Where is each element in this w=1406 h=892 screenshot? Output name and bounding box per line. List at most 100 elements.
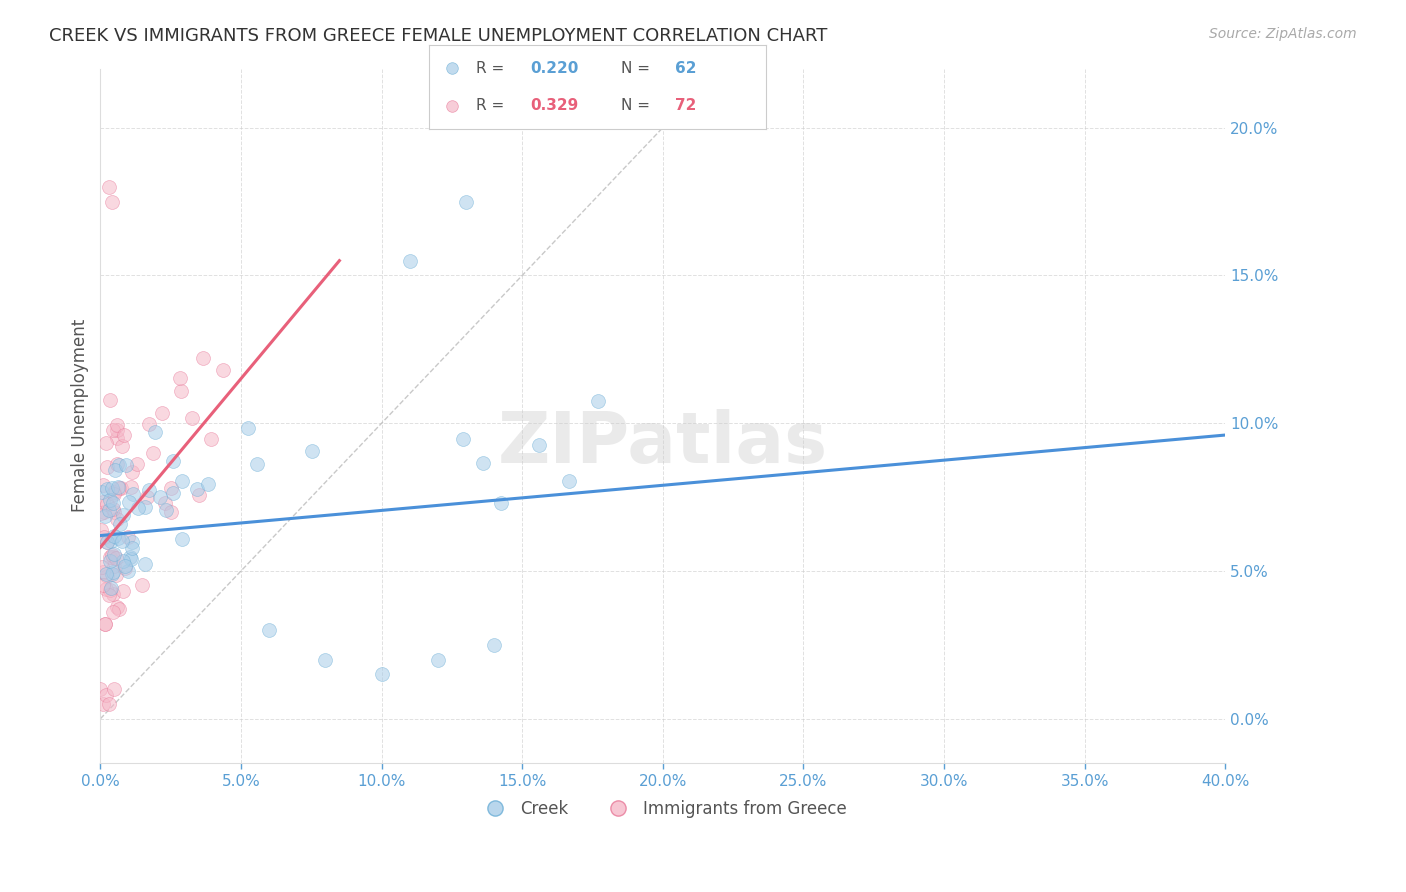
Point <box>150 406 173 420</box>
Point <box>482 638 505 652</box>
Point <box>586 393 609 408</box>
Point <box>112 427 135 442</box>
Point <box>138 483 160 497</box>
Point <box>103 502 125 516</box>
Point <box>186 482 208 496</box>
Point <box>98 582 121 597</box>
Point <box>155 503 177 517</box>
Point <box>454 194 477 209</box>
Point <box>160 481 183 495</box>
Point <box>162 486 184 500</box>
Point <box>370 667 392 681</box>
Point <box>96 569 118 583</box>
Point <box>121 535 143 549</box>
Point <box>170 384 193 398</box>
Point <box>398 253 420 268</box>
Point <box>96 436 118 450</box>
Point <box>101 423 124 437</box>
Point <box>169 371 191 385</box>
Point <box>94 616 117 631</box>
Point <box>101 565 124 579</box>
Point <box>104 568 127 582</box>
Point <box>236 421 259 435</box>
Point <box>94 617 117 632</box>
Point <box>120 551 142 566</box>
Point <box>94 509 117 524</box>
Text: 0.329: 0.329 <box>530 98 578 113</box>
Point <box>172 474 194 488</box>
Point <box>441 62 464 76</box>
Point <box>121 480 143 494</box>
Point <box>121 541 143 555</box>
Point <box>103 484 125 499</box>
Point <box>105 432 128 446</box>
Point <box>121 465 143 479</box>
Point <box>197 476 219 491</box>
Point <box>114 561 136 575</box>
Point <box>107 480 129 494</box>
Point <box>212 363 235 377</box>
Point <box>101 548 124 562</box>
Point <box>91 578 114 592</box>
Text: ZIPatlas: ZIPatlas <box>498 409 828 478</box>
Point <box>104 463 127 477</box>
Point <box>441 98 464 112</box>
Point <box>98 554 121 568</box>
Point <box>94 582 117 597</box>
Point <box>91 478 114 492</box>
Point <box>104 550 127 565</box>
Point <box>100 533 122 548</box>
Text: N =: N = <box>621 61 655 76</box>
Point <box>472 456 495 470</box>
Point <box>93 531 115 545</box>
Legend: Creek, Immigrants from Greece: Creek, Immigrants from Greece <box>472 793 853 824</box>
Point <box>114 558 136 573</box>
Point <box>114 458 136 472</box>
Point <box>187 488 209 502</box>
Point <box>142 446 165 460</box>
Point <box>103 547 125 561</box>
Point <box>170 532 193 546</box>
Text: 72: 72 <box>675 98 696 113</box>
Point <box>527 438 550 452</box>
Point <box>103 605 125 619</box>
Point <box>97 179 120 194</box>
Point <box>96 482 118 496</box>
Point <box>100 581 122 595</box>
Point <box>110 481 132 495</box>
Point <box>122 487 145 501</box>
Point <box>301 443 323 458</box>
Text: CREEK VS IMMIGRANTS FROM GREECE FEMALE UNEMPLOYMENT CORRELATION CHART: CREEK VS IMMIGRANTS FROM GREECE FEMALE U… <box>49 27 828 45</box>
Point <box>103 558 125 573</box>
Y-axis label: Female Unemployment: Female Unemployment <box>72 319 89 512</box>
Point <box>93 505 115 519</box>
Point <box>103 682 125 697</box>
Point <box>107 602 129 616</box>
Point <box>96 497 118 511</box>
Point <box>97 697 120 711</box>
Point <box>136 490 159 504</box>
Point <box>105 423 128 437</box>
Point <box>91 485 114 500</box>
Point <box>105 600 128 615</box>
Point <box>89 682 111 697</box>
Point <box>94 688 117 702</box>
Point <box>98 549 121 564</box>
Point <box>153 496 176 510</box>
Point <box>111 534 134 549</box>
Point <box>118 495 141 509</box>
Point <box>101 566 124 581</box>
Point <box>93 565 115 579</box>
Point <box>117 564 139 578</box>
Point <box>103 496 125 510</box>
Point <box>103 529 125 543</box>
Point <box>107 531 129 545</box>
Point <box>111 583 134 598</box>
Point <box>105 457 128 471</box>
Point <box>451 432 474 446</box>
Point <box>257 623 280 637</box>
Point <box>134 500 156 514</box>
Point <box>489 496 512 510</box>
Point <box>98 588 121 602</box>
Point <box>138 417 160 432</box>
